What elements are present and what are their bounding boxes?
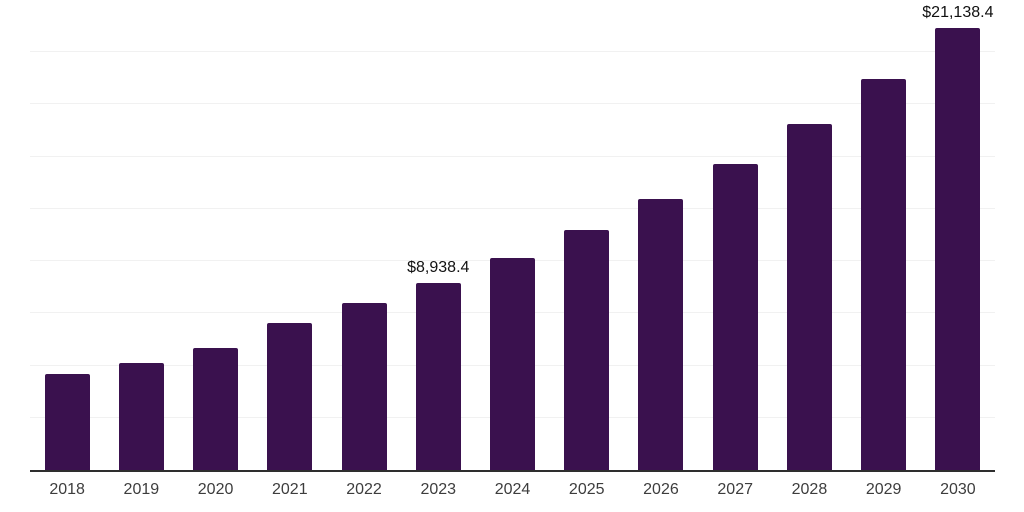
x-tick-label-2025: 2025 [568,481,605,498]
gridline [30,155,995,157]
x-tick-label-2027: 2027 [717,481,753,498]
x-tick-label-2020: 2020 [197,481,234,498]
bar-2019 [118,363,164,470]
value-label-2023: $8,938.4 [407,259,470,277]
x-tick-label-2030: 2030 [940,481,976,498]
x-tick-label-2018: 2018 [49,481,85,498]
x-tick-label-2023: 2023 [420,481,457,498]
bar-2021 [267,323,313,470]
bar-2020 [193,348,239,470]
x-tick-label-2024: 2024 [494,481,531,498]
bar-2026 [638,198,684,470]
bar-2027 [712,164,758,470]
x-tick-label-2026: 2026 [643,481,679,498]
bar-2025 [564,229,610,470]
x-tick-label-2022: 2022 [346,481,382,498]
gridline [30,207,995,209]
x-tick-label-2029: 2029 [865,481,902,498]
bar-2024 [490,258,535,470]
bar-2023 [415,283,461,470]
bar-2018 [44,374,90,470]
x-tick-label-2019: 2019 [123,481,160,498]
x-tick-label-2028: 2028 [791,481,828,498]
bar-2029 [861,79,907,470]
bar-2030 [935,28,981,470]
gridline [30,51,995,53]
gridline [30,103,995,105]
value-label-2030: $21,138.4 [922,4,994,22]
x-axis: 2018 2019 2020 2021 2022 2023 2024 2025 2026 2027… [30,481,995,505]
x-tick-label-2021: 2021 [272,481,308,498]
bar-2022 [341,303,387,470]
bar-2028 [786,124,832,470]
plot-area: $8,938.4 $21,138.4 [30,0,995,472]
